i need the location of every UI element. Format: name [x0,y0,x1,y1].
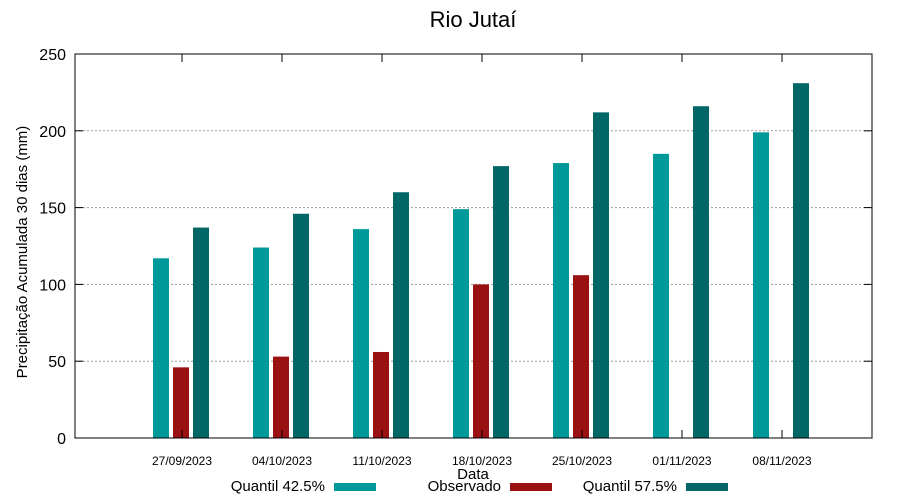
bar-quantil-57-5--4 [593,112,609,439]
y-tick-label: 50 [48,354,66,371]
x-tick-label: 18/10/2023 [452,454,512,468]
y-tick-label: 150 [39,201,66,218]
legend-swatch [510,483,552,491]
bar-quantil-57-5--5 [693,106,709,438]
bar-quantil-42-5--3 [453,209,469,438]
x-tick-label: 08/11/2023 [752,454,811,468]
bar-observado-3 [473,284,489,438]
y-tick-label: 200 [39,124,66,141]
bar-quantil-57-5--6 [793,83,809,439]
legend-label: Observado [428,478,501,495]
x-axis-ticks: 27/09/2023 04/10/2023 11/10/2023 18/10/2023… [152,54,812,468]
x-tick-label: 11/10/2023 [352,454,411,468]
bar-observado-4 [573,275,589,438]
bar-quantil-42-5--0 [153,258,169,438]
bar-quantil-42-5--2 [353,229,369,438]
bar-observado-0 [173,367,189,438]
legend-label: Quantil 42.5% [231,478,325,495]
legend: Quantil 42.5% Observado Quantil 57.5% [231,478,728,495]
bar-observado-1 [273,356,289,438]
y-tick-label: 250 [39,47,66,64]
bar-quantil-57-5--2 [393,192,409,438]
x-axis-label: Data [457,466,489,483]
chart-title: Rio Jutaí [430,7,517,32]
legend-swatch [334,483,376,491]
legend-label: Quantil 57.5% [583,478,677,495]
y-axis-label: Precipitação Acumulada 30 dias (mm) [14,126,31,379]
bar-quantil-57-5--0 [193,227,209,438]
plot-frame [74,53,873,439]
bars [153,83,809,439]
y-tick-label: 0 [57,431,66,448]
x-tick-label: 01/11/2023 [652,454,711,468]
bar-quantil-42-5--4 [553,163,569,438]
bar-quantil-57-5--1 [293,213,309,438]
y-axis-ticks: 0 50 100 150 200 250 [39,47,872,448]
x-tick-label: 27/09/2023 [152,454,212,468]
legend-swatch [686,483,728,491]
bar-observado-2 [373,351,389,438]
bar-quantil-42-5--1 [253,247,269,438]
bar-quantil-42-5--5 [653,153,669,438]
y-tick-label: 100 [39,277,66,294]
x-tick-label: 25/10/2023 [552,454,612,468]
bar-quantil-42-5--6 [753,132,769,438]
x-tick-label: 04/10/2023 [252,454,312,468]
bar-quantil-57-5--3 [493,166,509,439]
